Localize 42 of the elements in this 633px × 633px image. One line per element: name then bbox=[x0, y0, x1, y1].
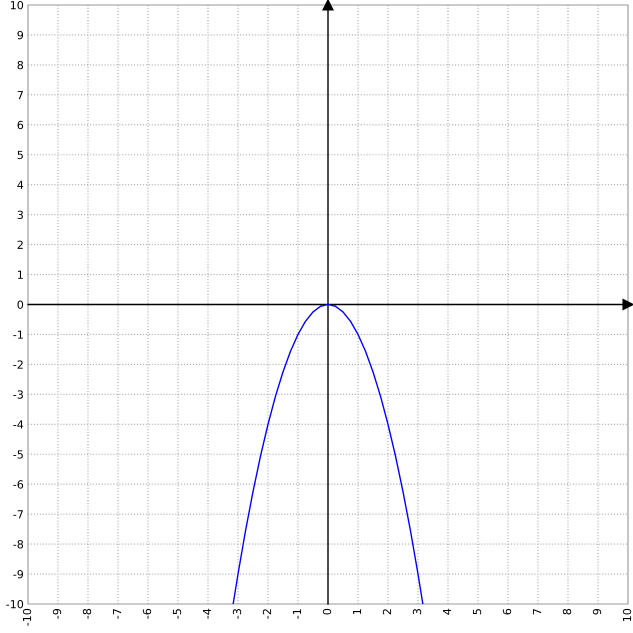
x-tick-label: -7 bbox=[112, 609, 122, 619]
x-tick-label: 1 bbox=[352, 609, 362, 614]
y-tick-label: 4 bbox=[17, 180, 24, 189]
x-tick-label: 0 bbox=[322, 608, 332, 615]
y-tick-label: -3 bbox=[13, 390, 23, 399]
y-tick-label: -1 bbox=[13, 330, 23, 339]
x-tick-label: -6 bbox=[142, 608, 152, 619]
y-tick-label: 7 bbox=[18, 90, 23, 100]
x-tick-label: -2 bbox=[262, 609, 272, 619]
line-series bbox=[232, 304, 424, 604]
y-tick-label: -5 bbox=[13, 450, 23, 459]
x-tick-label: -1 bbox=[292, 609, 302, 619]
x-tick-label: 7 bbox=[532, 609, 542, 614]
y-tick-label: 3 bbox=[18, 210, 23, 220]
y-tick-label: -6 bbox=[13, 480, 24, 489]
y-tick-label: -9 bbox=[13, 570, 24, 578]
y-tick-label: 10 bbox=[10, 0, 24, 10]
y-tick-label: 6 bbox=[18, 120, 24, 130]
y-tick-label: -7 bbox=[13, 510, 23, 518]
y-tick-label: -10 bbox=[6, 600, 24, 608]
y-tick-label: 1 bbox=[18, 270, 23, 279]
y-tick-label: 8 bbox=[18, 60, 24, 70]
y-tick-label: -4 bbox=[13, 420, 24, 429]
x-tick-label: 9 bbox=[592, 608, 602, 615]
x-tick-label: 3 bbox=[412, 609, 422, 614]
x-tick-label: -9 bbox=[52, 608, 62, 619]
x-tick-label: -8 bbox=[82, 608, 92, 619]
x-tick-label: -3 bbox=[232, 609, 242, 619]
y-tick-label: -8 bbox=[13, 540, 24, 548]
y-tick-label: 9 bbox=[17, 30, 24, 40]
y-tick-label: 2 bbox=[18, 240, 23, 249]
y-tick-label: 0 bbox=[17, 300, 24, 309]
x-tick-label: 8 bbox=[562, 608, 572, 614]
x-tick-label: 2 bbox=[382, 609, 392, 614]
x-tick-label: -4 bbox=[202, 608, 212, 619]
x-tick-label: -5 bbox=[172, 609, 182, 619]
x-tick-label: 5 bbox=[472, 609, 482, 614]
y-tick-label: 5 bbox=[18, 150, 23, 160]
x-tick-label: 6 bbox=[502, 608, 512, 614]
y-tick-label: -2 bbox=[13, 360, 23, 369]
x-tick-label: 10 bbox=[622, 608, 632, 622]
x-tick-label: 4 bbox=[442, 608, 452, 615]
